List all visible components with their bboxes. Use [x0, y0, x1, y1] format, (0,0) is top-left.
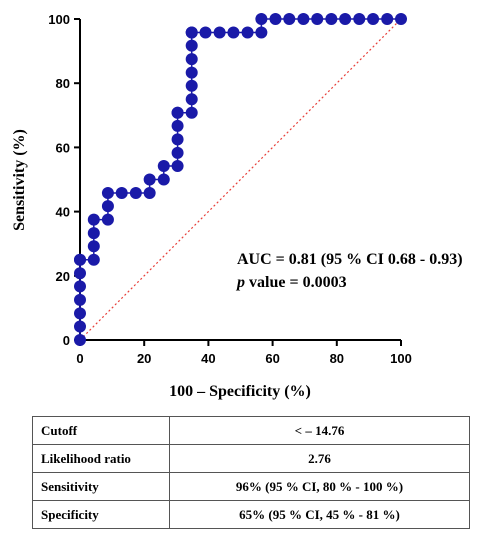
roc-point [353, 13, 366, 25]
roc-point [171, 106, 184, 119]
roc-chart: 0 20 40 60 80 100 0 20 40 60 80 100 100 – Specifici… [11, 12, 463, 400]
y-tick-label: 100 [48, 12, 70, 27]
table-value: < – 14.76 [169, 416, 470, 445]
roc-point [87, 227, 100, 240]
roc-point [367, 13, 380, 25]
y-tick-label: 0 [63, 333, 70, 348]
roc-point [143, 186, 156, 199]
x-tick-label: 100 [390, 351, 412, 366]
x-tick-label: 80 [330, 351, 344, 366]
table-row: Specificity 65% (95 % CI, 45 % - 81 %) [32, 500, 470, 529]
y-tick-label: 40 [56, 205, 70, 220]
roc-point [185, 106, 198, 119]
table-row: Likelihood ratio 2.76 [32, 444, 470, 473]
roc-point [74, 307, 86, 320]
roc-point [185, 53, 198, 66]
x-tick-label: 40 [201, 351, 215, 366]
roc-point [381, 13, 394, 25]
table-key: Sensitivity [32, 472, 170, 501]
x-tick-label: 0 [76, 351, 83, 366]
roc-point [101, 186, 114, 199]
roc-point [185, 39, 198, 52]
table-key: Cutoff [32, 416, 170, 445]
roc-point [199, 26, 212, 39]
roc-point [87, 213, 100, 226]
roc-point [101, 200, 114, 213]
roc-point [325, 13, 338, 25]
table-value: 65% (95 % CI, 45 % - 81 %) [169, 500, 470, 529]
roc-point [74, 334, 86, 346]
roc-point [101, 213, 114, 226]
roc-point [255, 26, 268, 39]
roc-point [74, 267, 86, 280]
roc-point [129, 186, 142, 199]
x-tick-label: 20 [137, 351, 151, 366]
roc-point [185, 79, 198, 92]
roc-point [395, 13, 407, 25]
table-row: Sensitivity 96% (95 % CI, 80 % - 100 %) [32, 472, 470, 501]
roc-point [74, 253, 86, 266]
roc-point [115, 186, 128, 199]
roc-point [143, 173, 156, 186]
roc-point [157, 173, 170, 186]
roc-point [87, 240, 100, 253]
roc-point [171, 133, 184, 146]
roc-point [241, 26, 254, 39]
y-tick-label: 20 [56, 269, 70, 284]
table-key: Specificity [32, 500, 170, 529]
reference-line [79, 18, 402, 341]
x-tick-label: 60 [265, 351, 279, 366]
y-tick-label: 80 [56, 76, 70, 91]
roc-point [171, 160, 184, 173]
table-row: Cutoff < – 14.76 [32, 416, 470, 445]
roc-curve [74, 13, 407, 346]
roc-point [311, 13, 324, 25]
roc-point [87, 253, 100, 266]
roc-point [157, 160, 170, 173]
roc-point [185, 26, 198, 39]
y-axis-label: Sensitivity (%) [11, 129, 28, 231]
roc-point [297, 13, 310, 25]
roc-point [283, 13, 296, 25]
roc-point [213, 26, 226, 39]
reference-diagonal [79, 18, 402, 341]
roc-point [269, 13, 282, 25]
roc-point [185, 93, 198, 106]
roc-point [227, 26, 240, 39]
roc-point [171, 119, 184, 132]
roc-point [74, 293, 86, 306]
p-symbol: p [235, 274, 245, 291]
p-value-annotation: p value = 0.0003 [235, 274, 347, 291]
table-key: Likelihood ratio [32, 444, 170, 473]
roc-point [185, 66, 198, 79]
auc-annotation: AUC = 0.81 (95 % CI 0.68 - 0.93) [237, 251, 463, 268]
statistics-table: Cutoff < – 14.76 Likelihood ratio 2.76 S… [32, 416, 470, 529]
roc-point [74, 320, 86, 333]
tick-labels: 0 20 40 60 80 100 0 20 40 60 80 100 [48, 12, 412, 366]
roc-point [255, 13, 268, 25]
roc-point [339, 13, 352, 25]
x-axis-label: 100 – Specificity (%) [169, 383, 311, 400]
roc-point [171, 146, 184, 159]
table-value: 2.76 [169, 444, 470, 473]
table-value: 96% (95 % CI, 80 % - 100 %) [169, 472, 470, 501]
y-tick-label: 60 [56, 140, 70, 155]
p-value-text: value = 0.0003 [245, 274, 347, 291]
roc-point [74, 280, 86, 293]
